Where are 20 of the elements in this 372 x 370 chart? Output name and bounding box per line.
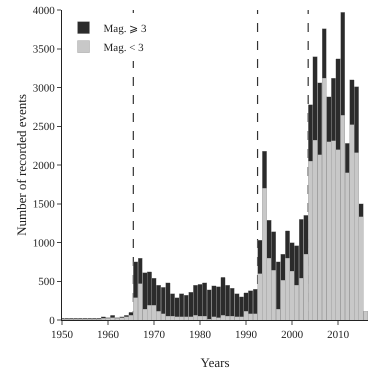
y-tick-label: 2000 bbox=[32, 160, 56, 172]
x-tick-label: 1950 bbox=[51, 329, 74, 342]
x-tick-label: 1960 bbox=[97, 329, 120, 342]
x-tick-label: 1980 bbox=[189, 329, 212, 342]
y-tick-label: 3500 bbox=[32, 44, 56, 56]
y-tick-label: 0 bbox=[49, 314, 56, 327]
y-tick-label: 1000 bbox=[32, 237, 56, 250]
legend-label: Mag. < 3 bbox=[104, 42, 144, 54]
y-tick-label: 3000 bbox=[32, 82, 56, 94]
legend-label: Mag. ⩾ 3 bbox=[104, 22, 147, 35]
x-tick-label: 1990 bbox=[235, 329, 258, 342]
y-tick-label: 500 bbox=[38, 276, 56, 288]
y-tick-label: 1500 bbox=[32, 198, 56, 211]
x-axis-title: Years bbox=[200, 355, 230, 370]
y-tick-label: 2500 bbox=[32, 121, 56, 134]
y-tick-label: 4000 bbox=[32, 4, 56, 17]
y-axis-title: Number of recorded events bbox=[14, 94, 29, 236]
x-tick-label: 2000 bbox=[281, 329, 304, 342]
x-tick-label: 1970 bbox=[143, 329, 166, 342]
x-tick-label: 2010 bbox=[327, 329, 350, 342]
